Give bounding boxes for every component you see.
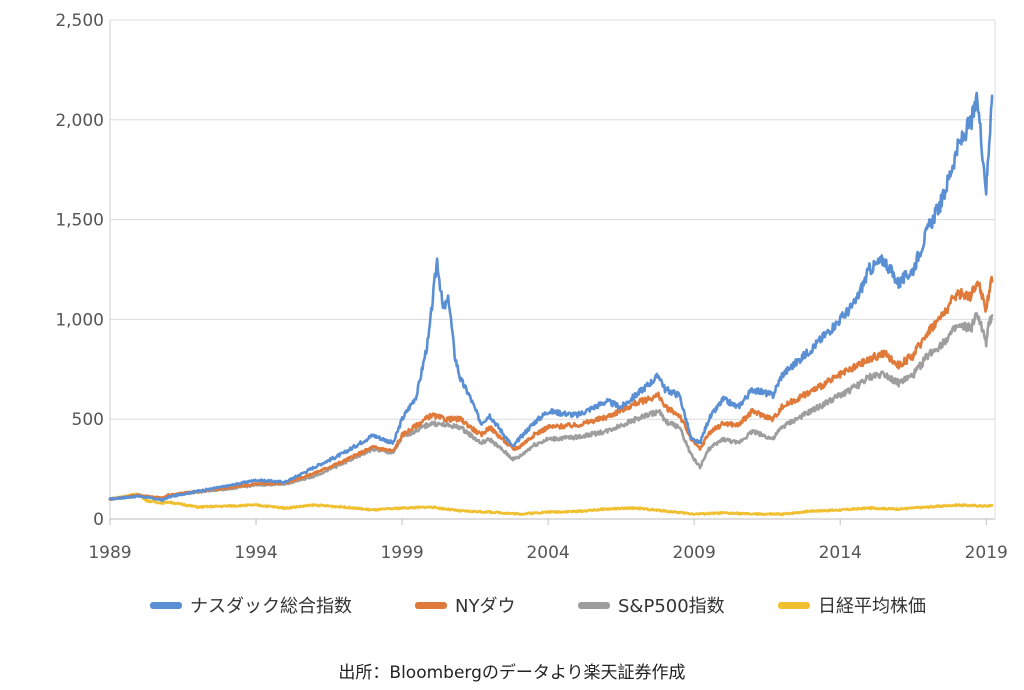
x-tick-label: 2019 <box>965 543 1008 563</box>
series-line-nikkei <box>108 492 994 517</box>
x-tick-label: 2014 <box>819 543 862 563</box>
legend-label-nasdaq: ナスダック総合指数 <box>190 596 352 617</box>
legend-swatch-sp500 <box>578 601 610 609</box>
legend-label-sp500: S&P500指数 <box>618 596 725 617</box>
legend-label-nydow: NYダウ <box>455 596 516 617</box>
x-tick-label: 1999 <box>380 543 423 563</box>
x-tick-labels: 1989 1994 1999 2004 2009 2014 2019 <box>88 543 1008 563</box>
legend-label-nikkei: 日経平均株価 <box>818 596 926 617</box>
series-line-sp500 <box>108 311 994 501</box>
source-note: 出所：Bloombergのデータより楽天証券作成 <box>338 663 686 683</box>
series-lines <box>108 91 994 517</box>
y-tick-label: 0 <box>93 510 104 530</box>
x-tick-label: 2009 <box>673 543 716 563</box>
legend-item-sp500: S&P500指数 <box>578 590 725 620</box>
legend-item-nasdaq: ナスダック総合指数 <box>150 590 352 620</box>
legend-item-nydow: NYダウ <box>415 590 515 620</box>
legend-item-nikkei: 日経平均株価 <box>778 590 926 620</box>
series-line-nasdaq <box>108 91 994 503</box>
y-tick-label: 1,500 <box>55 211 104 231</box>
line-chart: 0 500 1,000 1,500 2,000 2,500 1989 1994 1999 200… <box>55 11 1008 563</box>
x-tick-label: 2004 <box>526 543 569 563</box>
series-line-nydow <box>108 275 994 501</box>
gridlines <box>110 19 995 520</box>
y-tick-label: 2,000 <box>55 111 104 131</box>
y-tick-label: 1,000 <box>55 310 104 330</box>
axes <box>109 20 996 525</box>
legend-swatch-nasdaq <box>150 601 182 609</box>
x-tick-label: 1994 <box>234 543 277 563</box>
y-tick-label: 500 <box>72 410 104 430</box>
legend-swatch-nikkei <box>778 601 810 609</box>
y-tick-label: 2,500 <box>55 11 104 31</box>
y-tick-labels: 0 500 1,000 1,500 2,000 2,500 <box>55 11 104 530</box>
legend: ナスダック総合指数 NYダウ S&P500指数 日経平均株価 <box>0 590 1024 620</box>
legend-swatch-nydow <box>415 601 447 609</box>
x-tick-label: 1989 <box>88 543 131 563</box>
